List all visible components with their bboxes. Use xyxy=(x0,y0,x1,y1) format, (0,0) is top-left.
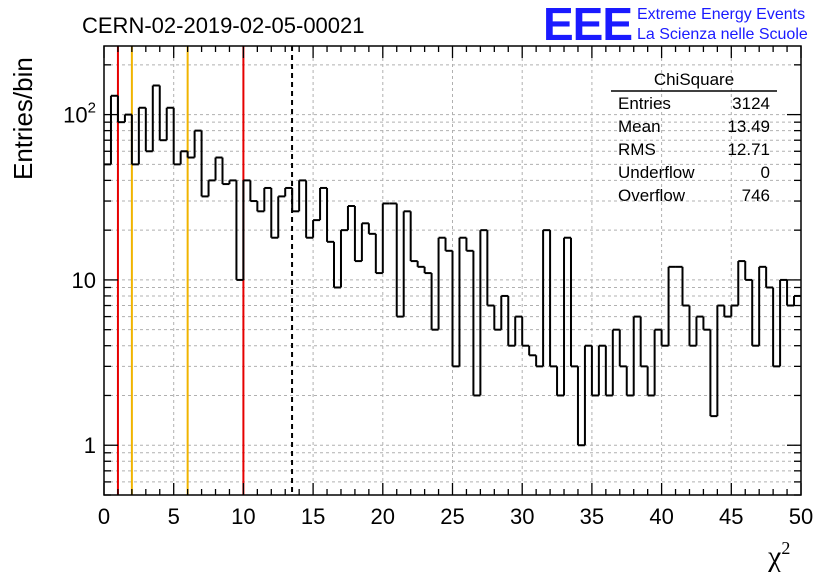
histogram-bars xyxy=(104,84,801,447)
x-tick-label: 45 xyxy=(719,504,743,529)
x-tick-label: 5 xyxy=(168,504,180,529)
stats-row-label: RMS xyxy=(618,140,656,159)
x-tick-label: 50 xyxy=(789,504,813,529)
stats-row-label: Underflow xyxy=(618,163,695,182)
stats-row-value: 746 xyxy=(742,186,770,205)
x-tick-label: 10 xyxy=(231,504,255,529)
stats-box: ChiSquare Entries 3124 Mean 13.49 RMS 12.71 Un… xyxy=(611,70,777,205)
y-tick-label: 1 xyxy=(84,433,96,458)
y-axis-label: Entries/bin xyxy=(8,57,38,180)
x-tick-label: 25 xyxy=(440,504,464,529)
stats-title: ChiSquare xyxy=(654,70,734,89)
x-tick-label: 35 xyxy=(580,504,604,529)
y-tick-label: 10 xyxy=(72,268,96,293)
x-tick-label: 30 xyxy=(510,504,534,529)
stats-row-value: 0 xyxy=(761,163,770,182)
x-axis-label-base: χ xyxy=(767,540,782,572)
stats-row-label: Entries xyxy=(618,94,671,113)
stats-row-label: Mean xyxy=(618,117,661,136)
x-tick-label: 15 xyxy=(301,504,325,529)
y-tick-label: 102 xyxy=(63,100,96,128)
x-tick-label: 0 xyxy=(98,504,110,529)
stats-row-label: Overflow xyxy=(618,186,686,205)
eee-logo: EEE Extreme Energy Events La Scienza nel… xyxy=(543,0,808,50)
logo-line1: Extreme Energy Events xyxy=(637,6,805,23)
x-axis-label: χ2 xyxy=(767,538,790,572)
x-tick-label: 20 xyxy=(371,504,395,529)
stats-row-value: 3124 xyxy=(732,94,770,113)
stats-row-value: 13.49 xyxy=(727,117,770,136)
axes: 0 5 10 15 20 25 30 35 40 45 50 1 10 102 xyxy=(63,45,813,529)
logo-line2: La Scienza nelle Scuole xyxy=(637,26,808,43)
stats-row-value: 12.71 xyxy=(727,140,770,159)
chart-title: CERN-02-2019-02-05-00021 xyxy=(82,13,365,38)
x-tick-label: 40 xyxy=(649,504,673,529)
x-axis-label-exp: 2 xyxy=(781,538,790,558)
reference-lines xyxy=(116,46,294,495)
stats-rows: Entries 3124 Mean 13.49 RMS 12.71 Underflow 0 Ov… xyxy=(618,94,770,205)
logo-mark: EEE xyxy=(543,0,632,50)
